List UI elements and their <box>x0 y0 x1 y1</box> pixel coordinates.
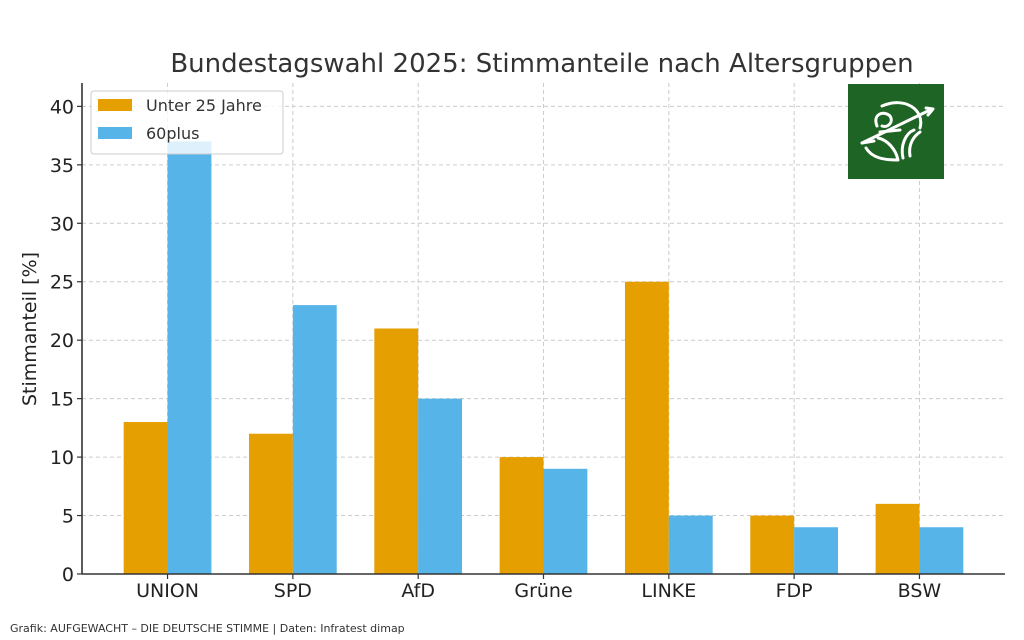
x-tick-label: UNION <box>136 580 199 602</box>
bar-60plus-bsw <box>919 527 964 574</box>
bar-60plus-linke <box>668 515 713 574</box>
y-tick-label: 10 <box>50 447 74 469</box>
y-tick-label: 20 <box>50 330 74 352</box>
bar-60plus-grüne <box>543 468 588 574</box>
chart-title: Bundestagswahl 2025: Stimmanteile nach A… <box>170 49 913 79</box>
bar-under25-spd <box>248 433 293 574</box>
y-tick-label: 15 <box>50 389 74 411</box>
x-tick-label: LINKE <box>641 580 696 602</box>
archer-logo <box>848 84 944 179</box>
bar-60plus-spd <box>292 305 337 574</box>
footer-credit: Grafik: AUFGEWACHT – DIE DEUTSCHE STIMME… <box>10 622 405 635</box>
legend-label-60plus: 60plus <box>146 124 199 143</box>
x-tick-label: BSW <box>898 580 942 602</box>
y-axis-label: Stimmanteil [%] <box>19 252 41 406</box>
bar-under25-grüne <box>499 457 544 574</box>
x-tick-label: SPD <box>274 580 312 602</box>
bar-60plus-afd <box>418 398 463 574</box>
legend-swatch-60plus <box>98 127 132 139</box>
bar-under25-fdp <box>750 515 795 574</box>
bar-under25-union <box>123 422 168 574</box>
archer-icon <box>860 101 935 162</box>
legend-swatch-under25 <box>98 99 132 111</box>
bar-under25-afd <box>374 328 419 574</box>
legend: Unter 25 Jahre 60plus <box>90 90 284 155</box>
bars <box>123 141 964 574</box>
y-ticks: 0 5 10 15 20 25 30 35 40 <box>50 96 82 586</box>
y-tick-label: 30 <box>50 213 74 235</box>
y-tick-label: 35 <box>50 155 74 177</box>
y-tick-label: 5 <box>62 506 74 528</box>
y-tick-label: 0 <box>62 564 74 586</box>
y-tick-label: 25 <box>50 272 74 294</box>
legend-box <box>90 90 284 155</box>
bar-chart: Bundestagswahl 2025: Stimmanteile nach A… <box>19 49 1005 602</box>
bar-60plus-fdp <box>794 527 839 574</box>
x-ticks: UNION SPD AfD Grüne LINKE FDP BSW <box>136 574 941 602</box>
bar-under25-bsw <box>875 503 920 574</box>
x-tick-label: AfD <box>401 580 435 602</box>
x-tick-label: FDP <box>776 580 813 602</box>
bar-under25-linke <box>624 281 669 574</box>
y-tick-label: 40 <box>50 96 74 118</box>
legend-label-under25: Unter 25 Jahre <box>146 96 262 115</box>
bar-60plus-union <box>167 141 212 574</box>
x-tick-label: Grüne <box>514 580 572 602</box>
